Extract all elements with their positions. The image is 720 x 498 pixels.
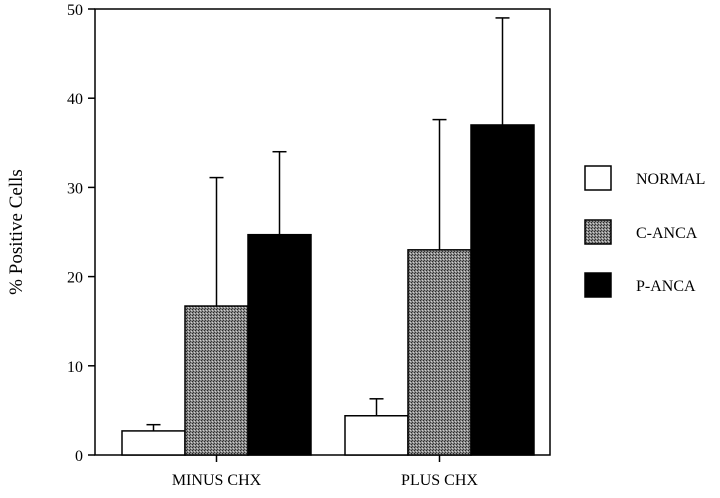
y-tick-label: 30 [67, 180, 83, 197]
bar-c-anca-plus-chx [407, 249, 472, 456]
y-axis-label: % Positive Cells [6, 169, 27, 295]
axes [88, 8, 551, 462]
axis-labels: 0 10 20 30 40 50 % Positive Cells MINUS CHX PLUS… [6, 2, 478, 489]
legend: NORMAL C-ANCA P-ANCA [584, 165, 705, 298]
bar-c-anca-minus-chx [184, 305, 249, 456]
plot-frame [94, 8, 551, 456]
error-bars [146, 17, 510, 431]
y-tick-label: 20 [67, 270, 83, 287]
legend-label-p-anca: P-ANCA [636, 278, 696, 295]
legend-label-normal: NORMAL [636, 171, 705, 188]
x-category-label: PLUS CHX [401, 472, 478, 489]
legend-swatch-normal [584, 165, 612, 191]
bar-normal-minus-chx [121, 430, 186, 456]
legend-label-c-anca: C-ANCA [636, 225, 698, 242]
bar-normal-plus-chx [344, 415, 409, 456]
x-category-label: MINUS CHX [172, 472, 262, 489]
y-tick-label: 0 [75, 448, 83, 465]
legend-swatch-c-anca [584, 219, 612, 245]
y-tick-label: 10 [67, 359, 83, 376]
bars [121, 124, 535, 456]
y-tick-label: 50 [67, 2, 83, 19]
bar-p-anca-minus-chx [247, 233, 312, 456]
y-tick-label: 40 [67, 91, 83, 108]
legend-swatch-p-anca [584, 272, 612, 298]
bar-p-anca-plus-chx [470, 124, 535, 456]
